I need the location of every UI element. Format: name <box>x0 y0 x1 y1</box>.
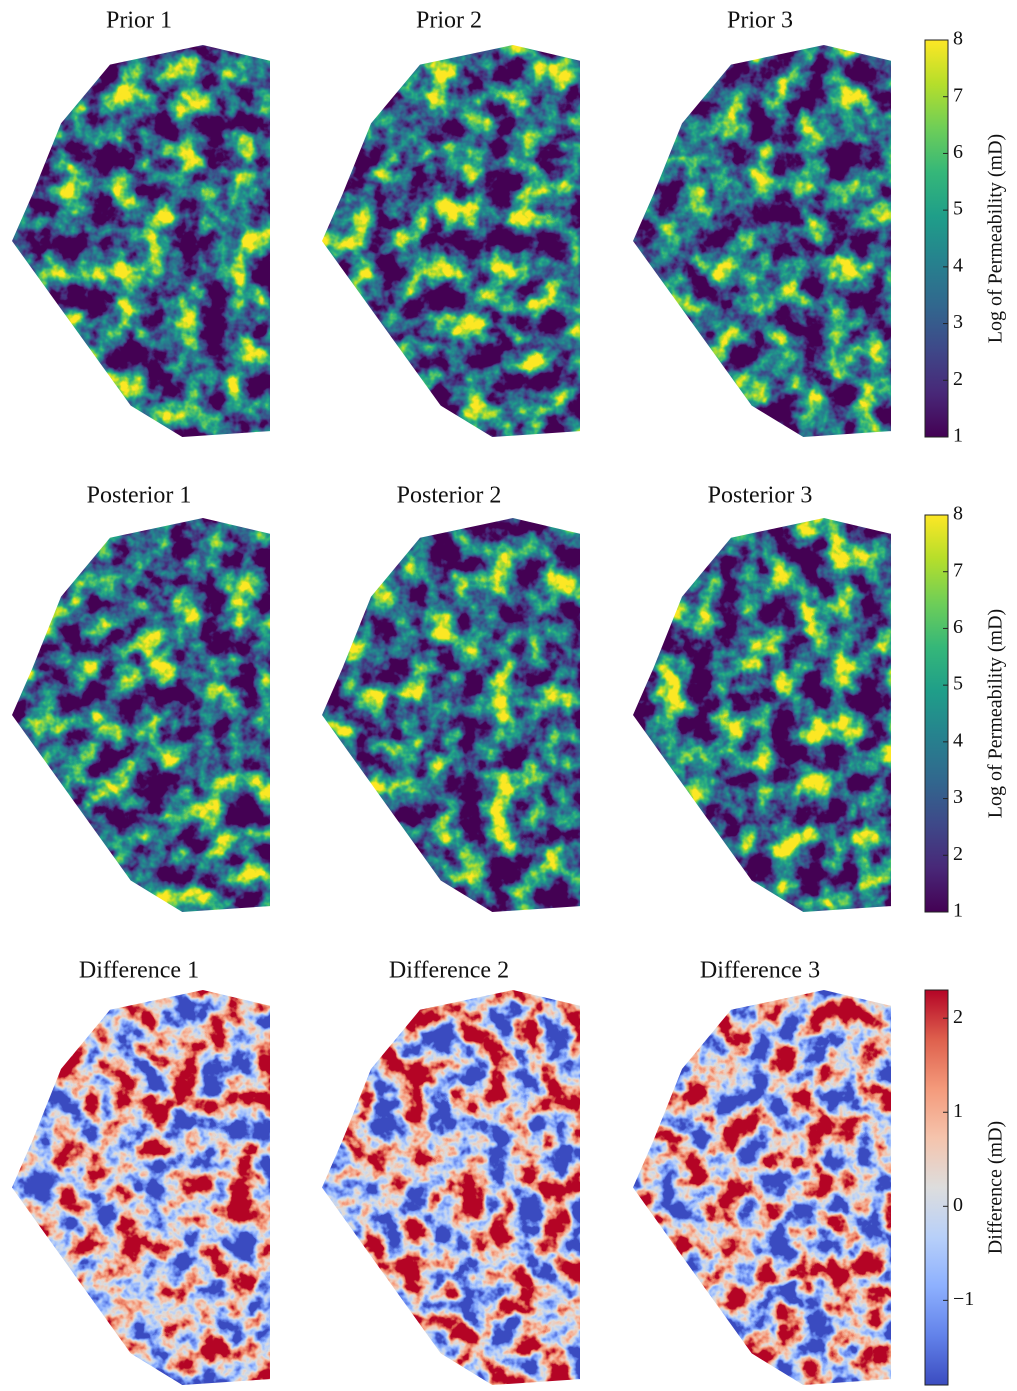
colorbar-label: Log of Permeability (mD) <box>985 134 1007 343</box>
panel-title: Posterior 3 <box>708 483 813 509</box>
colorbar-tick-label: 1 <box>953 1100 963 1122</box>
panel-title: Prior 2 <box>416 8 482 34</box>
heatmap-field <box>322 45 580 437</box>
colorbar-tick-label: 8 <box>953 503 963 525</box>
colorbar-label: Difference (mD) <box>985 1121 1007 1254</box>
heatmap-field <box>633 990 891 1385</box>
colorbar-tick-label: 6 <box>953 141 963 163</box>
panel-title: Prior 3 <box>727 8 793 34</box>
colorbar-tick-label: −1 <box>953 1288 974 1310</box>
colorbar-tick-label: 5 <box>953 673 963 695</box>
colorbar-tick-label: 4 <box>953 729 963 751</box>
colorbar-tick-label: 2 <box>953 368 963 390</box>
colorbar-tick-label: 2 <box>953 1006 963 1028</box>
colorbar <box>924 989 949 1386</box>
colorbar-tick-label: 8 <box>953 28 963 50</box>
heatmap-field <box>633 45 891 437</box>
heatmap-field <box>322 518 580 912</box>
colorbar-tick-label: 1 <box>953 425 963 447</box>
colorbar-tick-label: 0 <box>953 1194 963 1216</box>
panel-title: Posterior 2 <box>397 483 502 509</box>
heatmap-field <box>12 518 270 912</box>
panel-title: Difference 3 <box>700 958 820 984</box>
panel-title: Difference 1 <box>79 958 199 984</box>
colorbar-tick-label: 6 <box>953 616 963 638</box>
colorbar-tick-label: 2 <box>953 843 963 865</box>
panel-title: Posterior 1 <box>87 483 192 509</box>
colorbar-tick-label: 3 <box>953 786 963 808</box>
colorbar-tick-label: 5 <box>953 198 963 220</box>
colorbar-tick-label: 3 <box>953 311 963 333</box>
colorbar-tick-label: 7 <box>953 559 963 581</box>
panel-title: Prior 1 <box>106 8 172 34</box>
colorbar-label: Log of Permeability (mD) <box>985 609 1007 818</box>
colorbar-tick-label: 4 <box>953 254 963 276</box>
colorbar <box>924 39 949 438</box>
colorbar-tick-label: 7 <box>953 84 963 106</box>
heatmap-field <box>12 990 270 1385</box>
colorbar <box>924 514 949 913</box>
heatmap-field <box>322 990 580 1385</box>
panel-title: Difference 2 <box>389 958 509 984</box>
heatmap-field <box>12 45 270 437</box>
colorbar-tick-label: 1 <box>953 900 963 922</box>
heatmap-field <box>633 518 891 912</box>
